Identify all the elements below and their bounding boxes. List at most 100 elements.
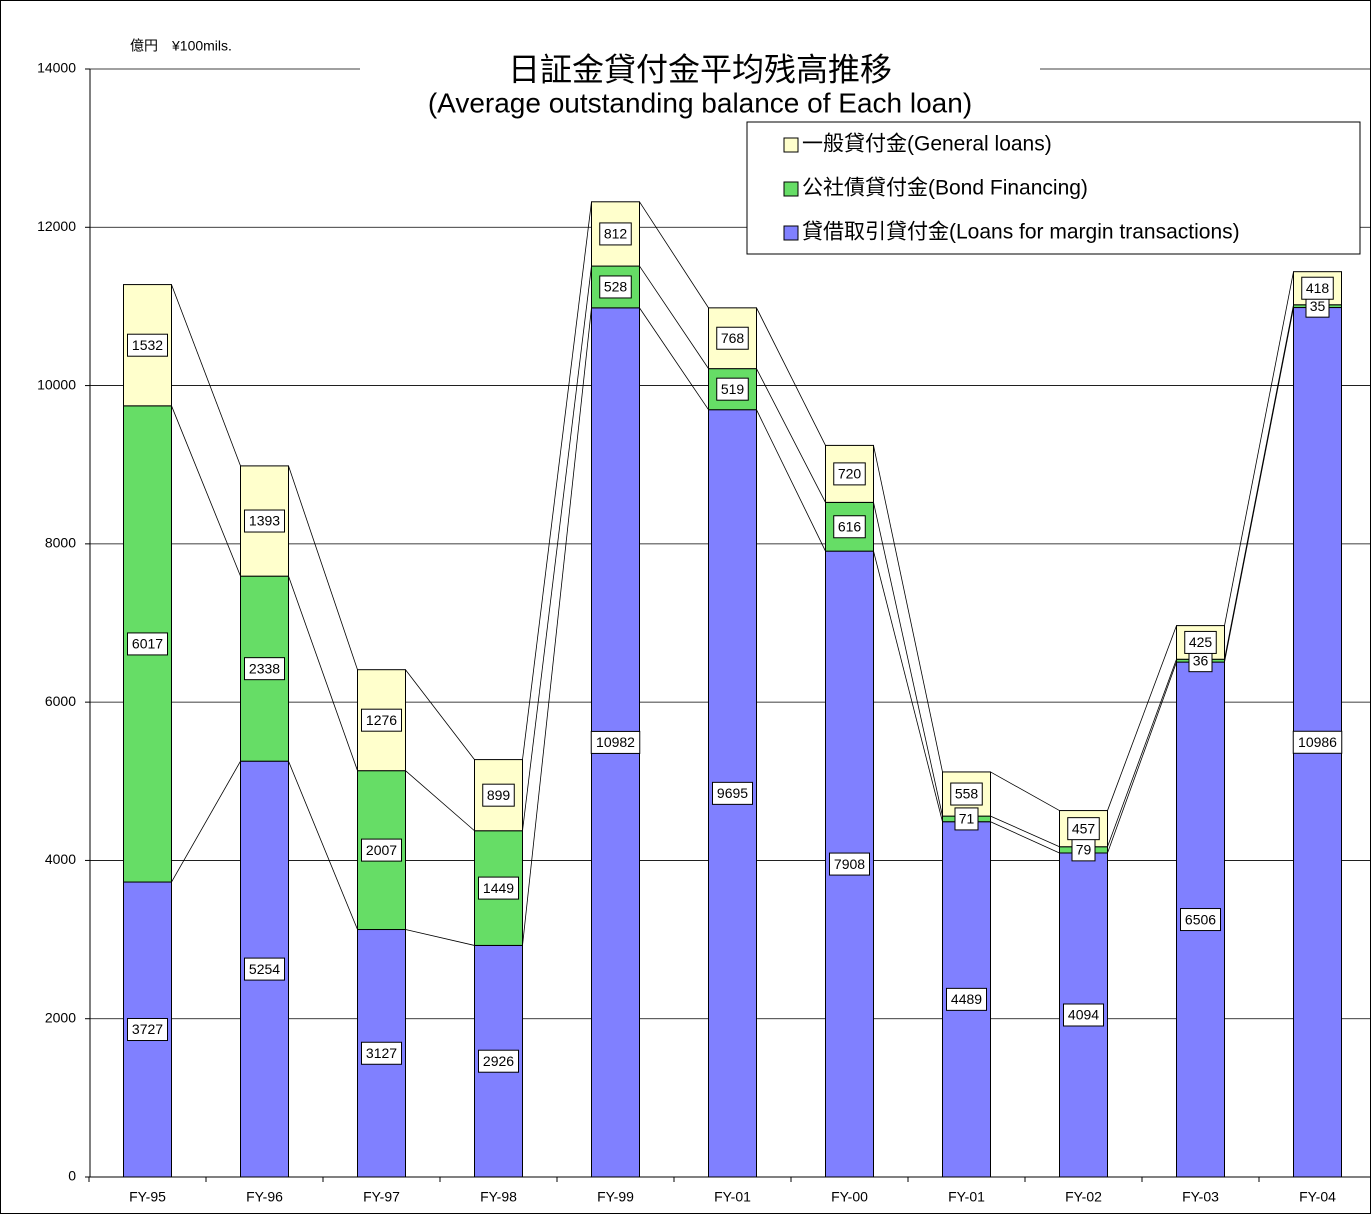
value-label: 7908 xyxy=(834,856,865,872)
series-line xyxy=(639,201,709,309)
legend-swatch xyxy=(783,181,799,197)
value-label: 3127 xyxy=(366,1045,397,1061)
x-tick-label: FY-97 xyxy=(363,1189,400,1205)
value-label-box xyxy=(829,852,870,876)
value-label-box xyxy=(478,1049,519,1073)
x-tick-label: FY-95 xyxy=(129,1189,166,1205)
x-tick-label: FY-00 xyxy=(831,1189,868,1205)
series-line xyxy=(756,409,826,552)
value-label-box xyxy=(716,377,749,401)
value-label: 10982 xyxy=(596,734,635,750)
series-line xyxy=(405,929,475,946)
value-label: 519 xyxy=(721,381,745,397)
value-label: 457 xyxy=(1072,820,1096,836)
series-line xyxy=(288,761,358,930)
y-tick-label: 6000 xyxy=(45,693,76,709)
series-line xyxy=(522,307,592,946)
value-label-box xyxy=(361,1041,402,1065)
value-label-box xyxy=(946,987,987,1011)
value-label: 899 xyxy=(487,787,511,803)
value-label: 71 xyxy=(959,811,975,827)
value-label: 1393 xyxy=(249,513,280,529)
value-label-box xyxy=(950,782,983,806)
value-label-box xyxy=(361,708,402,732)
value-label-box xyxy=(127,1018,168,1042)
value-label: 6017 xyxy=(132,636,163,652)
legend-box xyxy=(746,121,1361,255)
value-label: 3727 xyxy=(132,1021,163,1037)
y-tick-label: 10000 xyxy=(37,376,76,392)
value-label: 418 xyxy=(1306,280,1330,296)
x-tick-label: FY-02 xyxy=(1065,1189,1102,1205)
value-label: 2007 xyxy=(366,842,397,858)
value-label: 10986 xyxy=(1298,734,1337,750)
value-label-box xyxy=(599,222,632,246)
series-line xyxy=(639,307,709,410)
value-label: 558 xyxy=(955,786,979,802)
plot: 3727 5254 3127 2926 10982 9695 7908 4489 4094 650… xyxy=(88,201,1371,1205)
value-label: 6506 xyxy=(1185,911,1216,927)
x-tick-label: FY-01 xyxy=(948,1189,985,1205)
x-tick-label: FY-01 xyxy=(714,1189,751,1205)
series-line xyxy=(522,266,592,831)
series-line xyxy=(171,405,241,577)
value-label: 720 xyxy=(838,466,862,482)
value-label: 1449 xyxy=(483,880,514,896)
legend-swatch xyxy=(783,137,799,153)
series-line xyxy=(1107,661,1177,854)
y-tick-label: 12000 xyxy=(37,218,76,234)
series-line xyxy=(990,815,1060,848)
value-label-box xyxy=(833,462,866,486)
x-tick-label: FY-98 xyxy=(480,1189,517,1205)
value-label-box xyxy=(244,509,285,533)
x-tick-label: FY-99 xyxy=(597,1189,634,1205)
value-label-box xyxy=(712,781,753,805)
y-tick-label: 14000 xyxy=(37,60,76,76)
value-label-box xyxy=(1184,630,1217,654)
value-label-box xyxy=(954,807,979,831)
series-line xyxy=(405,770,475,832)
series-line xyxy=(873,502,943,817)
series-line xyxy=(756,307,826,446)
value-label: 35 xyxy=(1310,298,1326,314)
series-line xyxy=(873,445,943,773)
value-label: 36 xyxy=(1193,652,1209,668)
value-label: 2926 xyxy=(483,1053,514,1069)
value-label: 616 xyxy=(838,518,862,534)
value-label-box xyxy=(127,333,168,357)
value-label-box xyxy=(599,275,632,299)
value-label: 1532 xyxy=(132,337,163,353)
value-label: 528 xyxy=(604,279,628,295)
legend-swatch xyxy=(783,225,799,241)
series-line xyxy=(1107,625,1177,811)
y-tick-label: 2000 xyxy=(45,1009,76,1025)
x-tick-label: FY-04 xyxy=(1299,1189,1336,1205)
unit-label: 億円 ¥100mils. xyxy=(130,38,232,54)
value-label-box xyxy=(1067,817,1100,841)
legend-label: 貸借取引貸付金(Loans for margin transactions) xyxy=(802,221,1240,244)
value-label: 4489 xyxy=(951,991,982,1007)
x-tick-label: FY-03 xyxy=(1182,1189,1219,1205)
series-line xyxy=(990,821,1060,854)
series-line xyxy=(171,284,241,467)
value-label: 812 xyxy=(604,226,628,242)
value-label: 79 xyxy=(1076,842,1092,858)
title-background xyxy=(360,52,1040,122)
value-label-box xyxy=(361,838,402,862)
value-label-box xyxy=(244,657,285,681)
y-tick-label: 4000 xyxy=(45,851,76,867)
value-label-box xyxy=(1292,730,1343,754)
value-label-box xyxy=(716,326,749,350)
value-label: 768 xyxy=(721,330,745,346)
value-label: 425 xyxy=(1189,634,1213,650)
value-label: 5254 xyxy=(249,961,280,977)
series-line xyxy=(405,669,475,760)
value-label: 4094 xyxy=(1068,1007,1099,1023)
series-line xyxy=(990,771,1060,811)
value-label-box xyxy=(1063,1003,1104,1027)
value-label-box xyxy=(1180,908,1221,932)
chart-subtitle: (Average outstanding balance of Each loa… xyxy=(428,87,972,118)
x-tick-label: FY-96 xyxy=(246,1189,283,1205)
